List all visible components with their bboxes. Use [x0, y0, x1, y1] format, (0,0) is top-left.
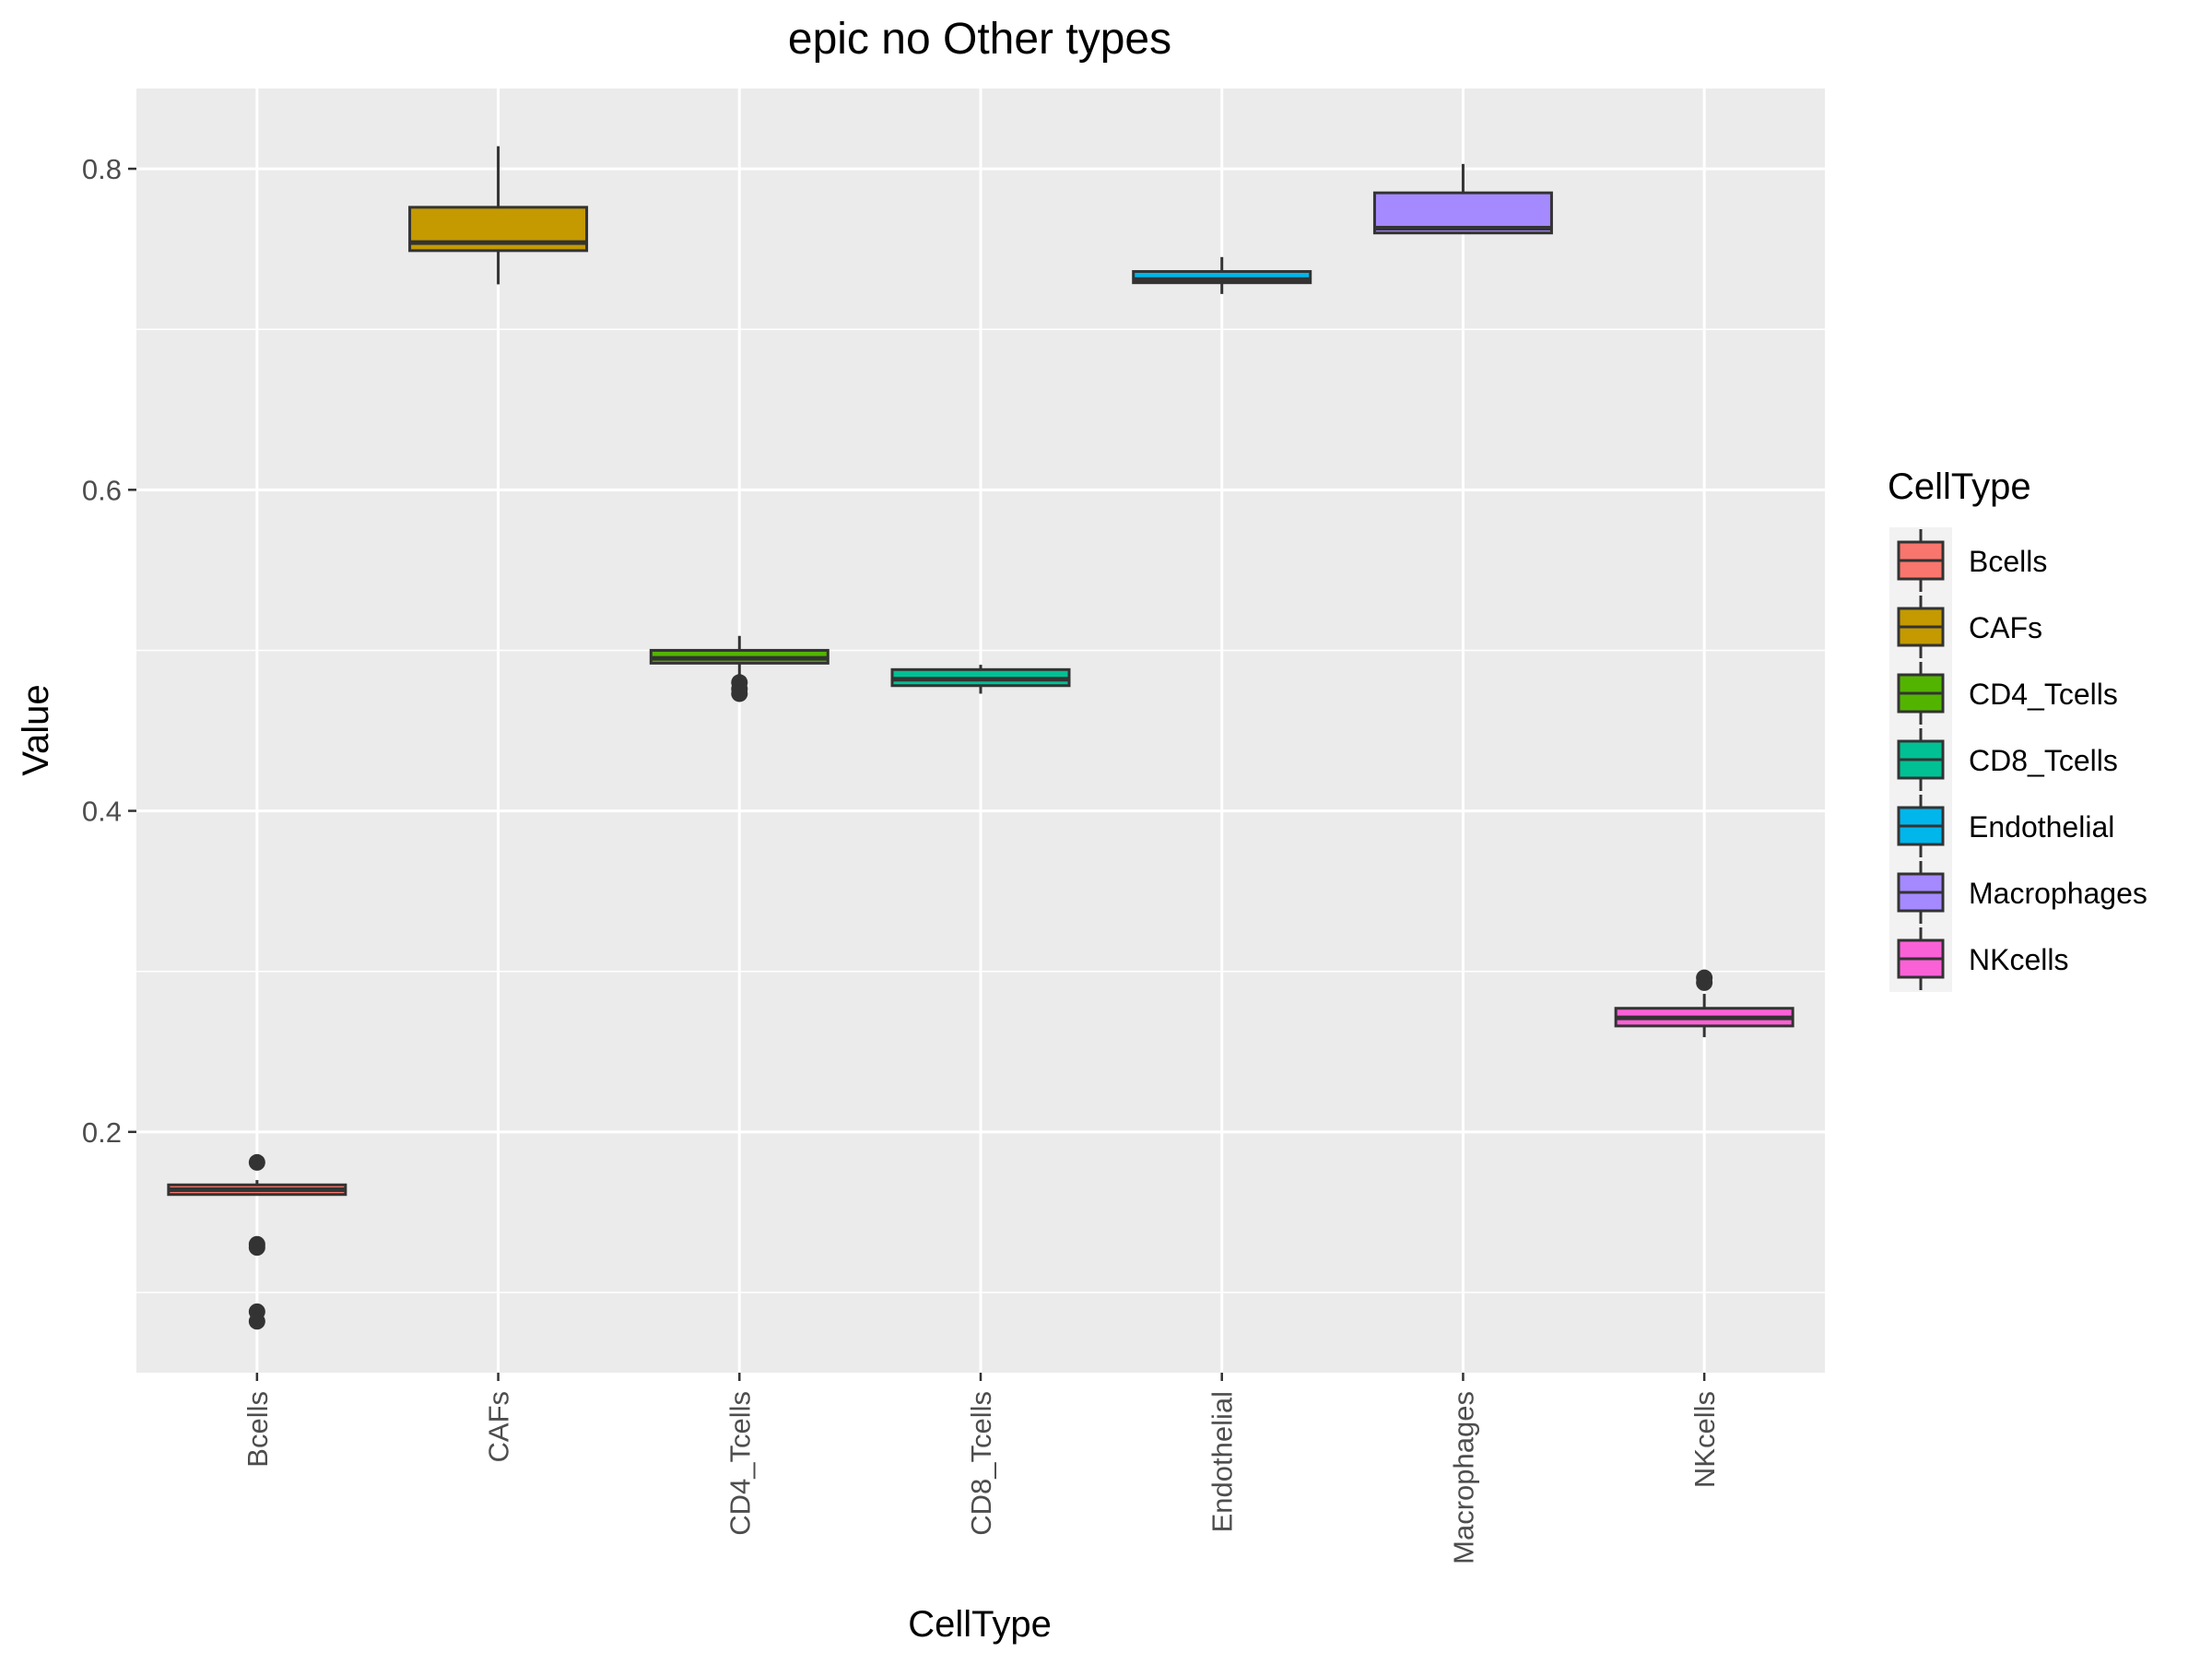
- outlier-point: [1696, 974, 1713, 991]
- legend-label: Endothelial: [1969, 810, 2114, 844]
- legend-label: Bcells: [1969, 545, 2047, 578]
- boxes: [167, 146, 1794, 1330]
- legend-label: CD8_Tcells: [1969, 744, 2118, 777]
- legend-label: CD4_Tcells: [1969, 678, 2118, 711]
- x-tick-label: CD8_Tcells: [965, 1391, 997, 1536]
- x-tick-label: Bcells: [241, 1391, 274, 1468]
- outlier-point: [248, 1153, 265, 1171]
- legend-item-CD4_Tcells: CD4_Tcells: [1889, 660, 2118, 726]
- box-CD4_Tcells: [649, 635, 830, 702]
- box-CAFs: [408, 146, 589, 285]
- y-axis: 0.2 0.4 0.6 0.8: [82, 153, 136, 1149]
- box-Macrophages: [1372, 163, 1553, 235]
- legend-item-CD8_Tcells: CD8_Tcells: [1889, 726, 2118, 793]
- x-tick-label: Macrophages: [1447, 1391, 1479, 1564]
- legend-label: Macrophages: [1969, 877, 2147, 910]
- legend-label: NKcells: [1969, 943, 2068, 976]
- x-tick-label: NKcells: [1688, 1391, 1721, 1488]
- grid: [136, 89, 1825, 1373]
- x-axis-title: CellType: [908, 1604, 1052, 1645]
- legend-item-Macrophages: Macrophages: [1889, 859, 2147, 926]
- outlier-point: [731, 685, 748, 702]
- x-tick-label: CD4_Tcells: [724, 1391, 756, 1536]
- x-tick-label: CAFs: [483, 1391, 515, 1463]
- box-NKcells: [1614, 969, 1794, 1038]
- outlier-point: [248, 1313, 265, 1330]
- legend: CellType Bcells CAFs CD4_Tcells CD8_Tcells E…: [1888, 466, 2147, 992]
- outlier-point: [248, 1239, 265, 1257]
- legend-item-Endothelial: Endothelial: [1889, 793, 2114, 859]
- box-Bcells: [167, 1153, 347, 1330]
- box-CD8_Tcells: [890, 665, 1071, 694]
- legend-item-NKcells: NKcells: [1889, 926, 2068, 992]
- legend-title: CellType: [1888, 466, 2031, 507]
- legend-label: CAFs: [1969, 611, 2042, 644]
- y-tick-label: 0.4: [82, 796, 122, 828]
- box-Endothelial: [1132, 256, 1312, 294]
- y-tick-label: 0.6: [82, 474, 122, 506]
- y-tick-label: 0.8: [82, 153, 122, 185]
- x-axis: Bcells CAFs CD4_Tcells CD8_Tcells Endothelia…: [241, 1373, 1721, 1564]
- y-axis-title: Value: [16, 684, 56, 775]
- legend-item-CAFs: CAFs: [1889, 594, 2042, 660]
- x-tick-label: Endothelial: [1206, 1391, 1239, 1532]
- chart-title: epic no Other types: [788, 15, 1171, 64]
- y-tick-label: 0.2: [82, 1116, 122, 1149]
- legend-item-Bcells: Bcells: [1889, 527, 2047, 594]
